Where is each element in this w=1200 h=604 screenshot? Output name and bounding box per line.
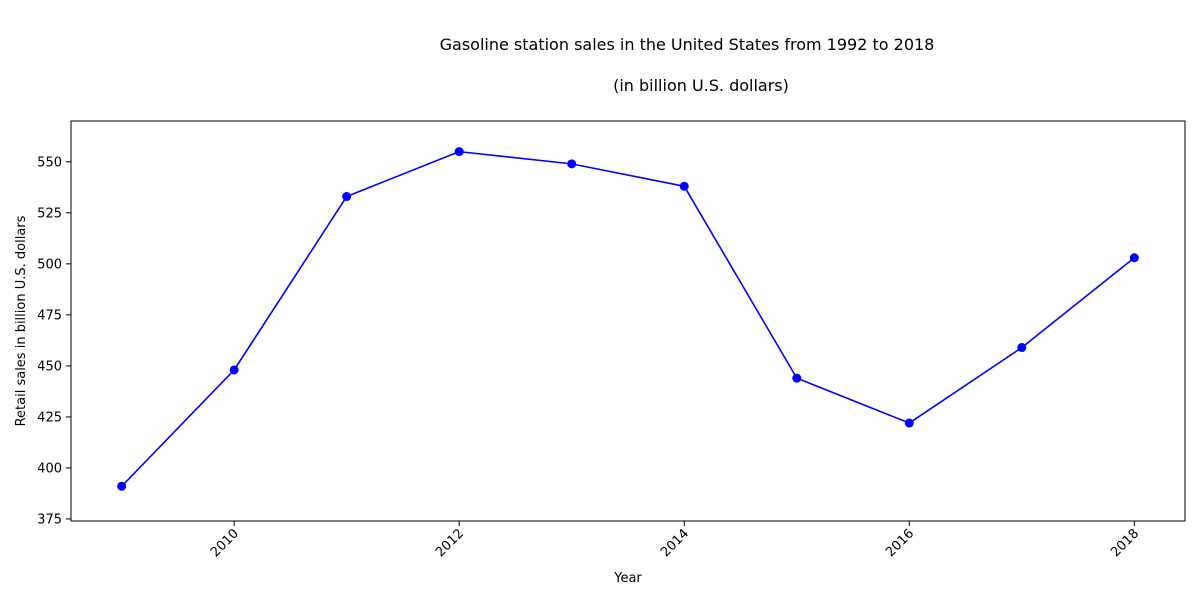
chart-title: Gasoline station sales in the United Sta…	[440, 35, 935, 54]
series-line	[121, 150, 1135, 487]
data-point	[117, 481, 127, 491]
data-point	[1129, 253, 1139, 263]
y-tick-label: 375	[37, 512, 62, 527]
data-point	[342, 192, 352, 202]
x-axis-ticks: 2010 2012 2014 2016 2018	[208, 521, 1142, 560]
x-tick-label: 2014	[658, 526, 692, 560]
x-tick-label: 2012	[433, 526, 467, 560]
x-axis-label: Year	[613, 571, 642, 586]
y-tick-label: 400	[37, 461, 62, 476]
data-point	[904, 418, 914, 428]
y-tick-label: 450	[37, 359, 62, 374]
y-tick-label: 525	[37, 206, 62, 221]
x-tick-label: 2018	[1108, 526, 1142, 560]
y-axis-label: Retail sales in billion U.S. dollars	[14, 215, 29, 426]
y-tick-label: 425	[37, 410, 62, 425]
data-point	[792, 373, 802, 383]
x-tick-label: 2010	[208, 526, 242, 560]
plot-area-frame	[70, 120, 1186, 522]
chart-subtitle: (in billion U.S. dollars)	[613, 76, 789, 95]
data-point	[229, 365, 239, 375]
series-line-group	[121, 150, 1135, 487]
series-points-group	[117, 147, 1139, 491]
data-point	[679, 181, 689, 191]
data-point	[454, 147, 464, 157]
x-tick-label: 2016	[883, 526, 917, 560]
data-point	[567, 159, 577, 169]
y-tick-label: 500	[37, 257, 62, 272]
y-tick-label: 550	[37, 155, 62, 170]
y-tick-label: 475	[37, 308, 62, 323]
y-axis-ticks: 375 400 425 450 475 500 525 550	[37, 155, 71, 527]
data-point	[1017, 343, 1027, 353]
